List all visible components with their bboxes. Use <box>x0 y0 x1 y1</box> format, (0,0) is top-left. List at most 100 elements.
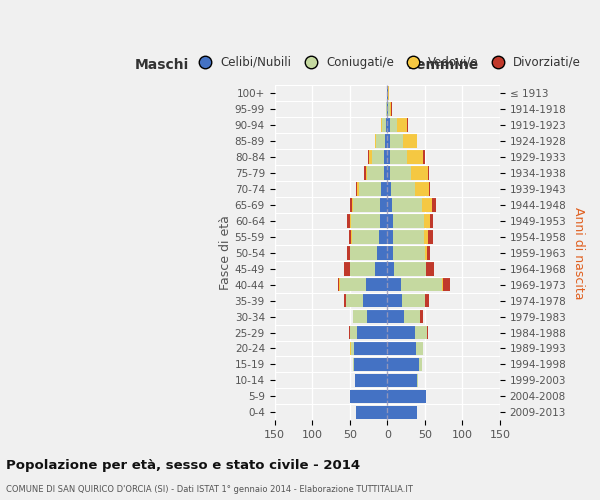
Bar <box>401 278 442 291</box>
Bar <box>424 214 430 228</box>
Bar <box>391 150 407 164</box>
Bar <box>387 390 427 403</box>
Bar <box>350 246 377 260</box>
Bar <box>387 310 404 324</box>
Bar <box>387 182 391 196</box>
Bar <box>376 134 385 148</box>
Bar <box>352 230 379 243</box>
Bar <box>427 246 430 260</box>
Bar <box>442 278 443 291</box>
Bar <box>351 342 354 355</box>
Bar <box>388 86 389 100</box>
Text: Popolazione per età, sesso e stato civile - 2014: Popolazione per età, sesso e stato civil… <box>6 460 360 472</box>
Bar <box>347 214 350 228</box>
Bar <box>422 198 433 211</box>
Bar <box>421 310 422 324</box>
Bar <box>387 326 415 340</box>
Bar <box>359 182 381 196</box>
Bar <box>387 406 418 419</box>
Bar <box>387 294 403 308</box>
Bar <box>397 118 407 132</box>
Bar <box>367 310 387 324</box>
Bar <box>387 374 418 387</box>
Bar <box>386 102 387 116</box>
Bar <box>353 310 367 324</box>
Bar <box>368 150 369 164</box>
Bar <box>407 150 424 164</box>
Bar <box>369 150 371 164</box>
Y-axis label: Fasce di età: Fasce di età <box>219 216 232 290</box>
Bar <box>386 118 387 132</box>
Bar <box>354 342 387 355</box>
Bar <box>419 358 422 371</box>
Y-axis label: Anni di nascita: Anni di nascita <box>572 206 585 299</box>
Bar <box>415 326 427 340</box>
Bar <box>391 166 412 180</box>
Bar <box>388 102 389 116</box>
Bar <box>364 166 365 180</box>
Bar <box>387 102 388 116</box>
Bar <box>427 262 434 276</box>
Bar <box>382 118 386 132</box>
Bar <box>346 294 362 308</box>
Bar <box>353 198 380 211</box>
Bar <box>387 150 391 164</box>
Bar <box>387 118 389 132</box>
Bar <box>366 278 387 291</box>
Bar <box>425 262 427 276</box>
Bar <box>350 262 375 276</box>
Bar <box>379 230 387 243</box>
Text: Femmine: Femmine <box>408 58 479 72</box>
Bar <box>387 246 394 260</box>
Bar <box>354 358 387 371</box>
Bar <box>415 182 428 196</box>
Bar <box>404 310 421 324</box>
Bar <box>375 262 387 276</box>
Bar <box>387 342 416 355</box>
Bar <box>425 246 427 260</box>
Bar <box>403 134 416 148</box>
Bar <box>371 150 384 164</box>
Bar <box>351 214 380 228</box>
Bar <box>391 182 415 196</box>
Bar <box>384 150 387 164</box>
Bar <box>383 166 387 180</box>
Bar <box>374 134 376 148</box>
Bar <box>351 230 352 243</box>
Bar <box>392 230 424 243</box>
Bar <box>428 230 433 243</box>
Bar <box>350 214 351 228</box>
Bar <box>356 182 357 196</box>
Bar <box>394 262 425 276</box>
Bar <box>387 278 401 291</box>
Bar <box>385 134 387 148</box>
Bar <box>356 406 387 419</box>
Bar <box>381 182 387 196</box>
Bar <box>353 358 354 371</box>
Text: Maschi: Maschi <box>135 58 189 72</box>
Bar <box>380 214 387 228</box>
Bar <box>387 134 389 148</box>
Bar <box>387 230 392 243</box>
Bar <box>381 118 382 132</box>
Bar <box>387 198 392 211</box>
Bar <box>377 246 387 260</box>
Bar <box>357 182 359 196</box>
Bar <box>350 326 357 340</box>
Bar <box>428 182 430 196</box>
Bar <box>367 166 383 180</box>
Bar <box>430 214 433 228</box>
Bar <box>349 230 351 243</box>
Bar <box>424 230 428 243</box>
Bar <box>365 166 367 180</box>
Bar <box>389 102 391 116</box>
Bar <box>380 198 387 211</box>
Bar <box>357 326 387 340</box>
Bar <box>428 166 430 180</box>
Bar <box>350 390 387 403</box>
Bar <box>424 150 425 164</box>
Bar <box>352 198 353 211</box>
Bar <box>387 166 391 180</box>
Bar <box>389 134 403 148</box>
Bar <box>350 198 352 211</box>
